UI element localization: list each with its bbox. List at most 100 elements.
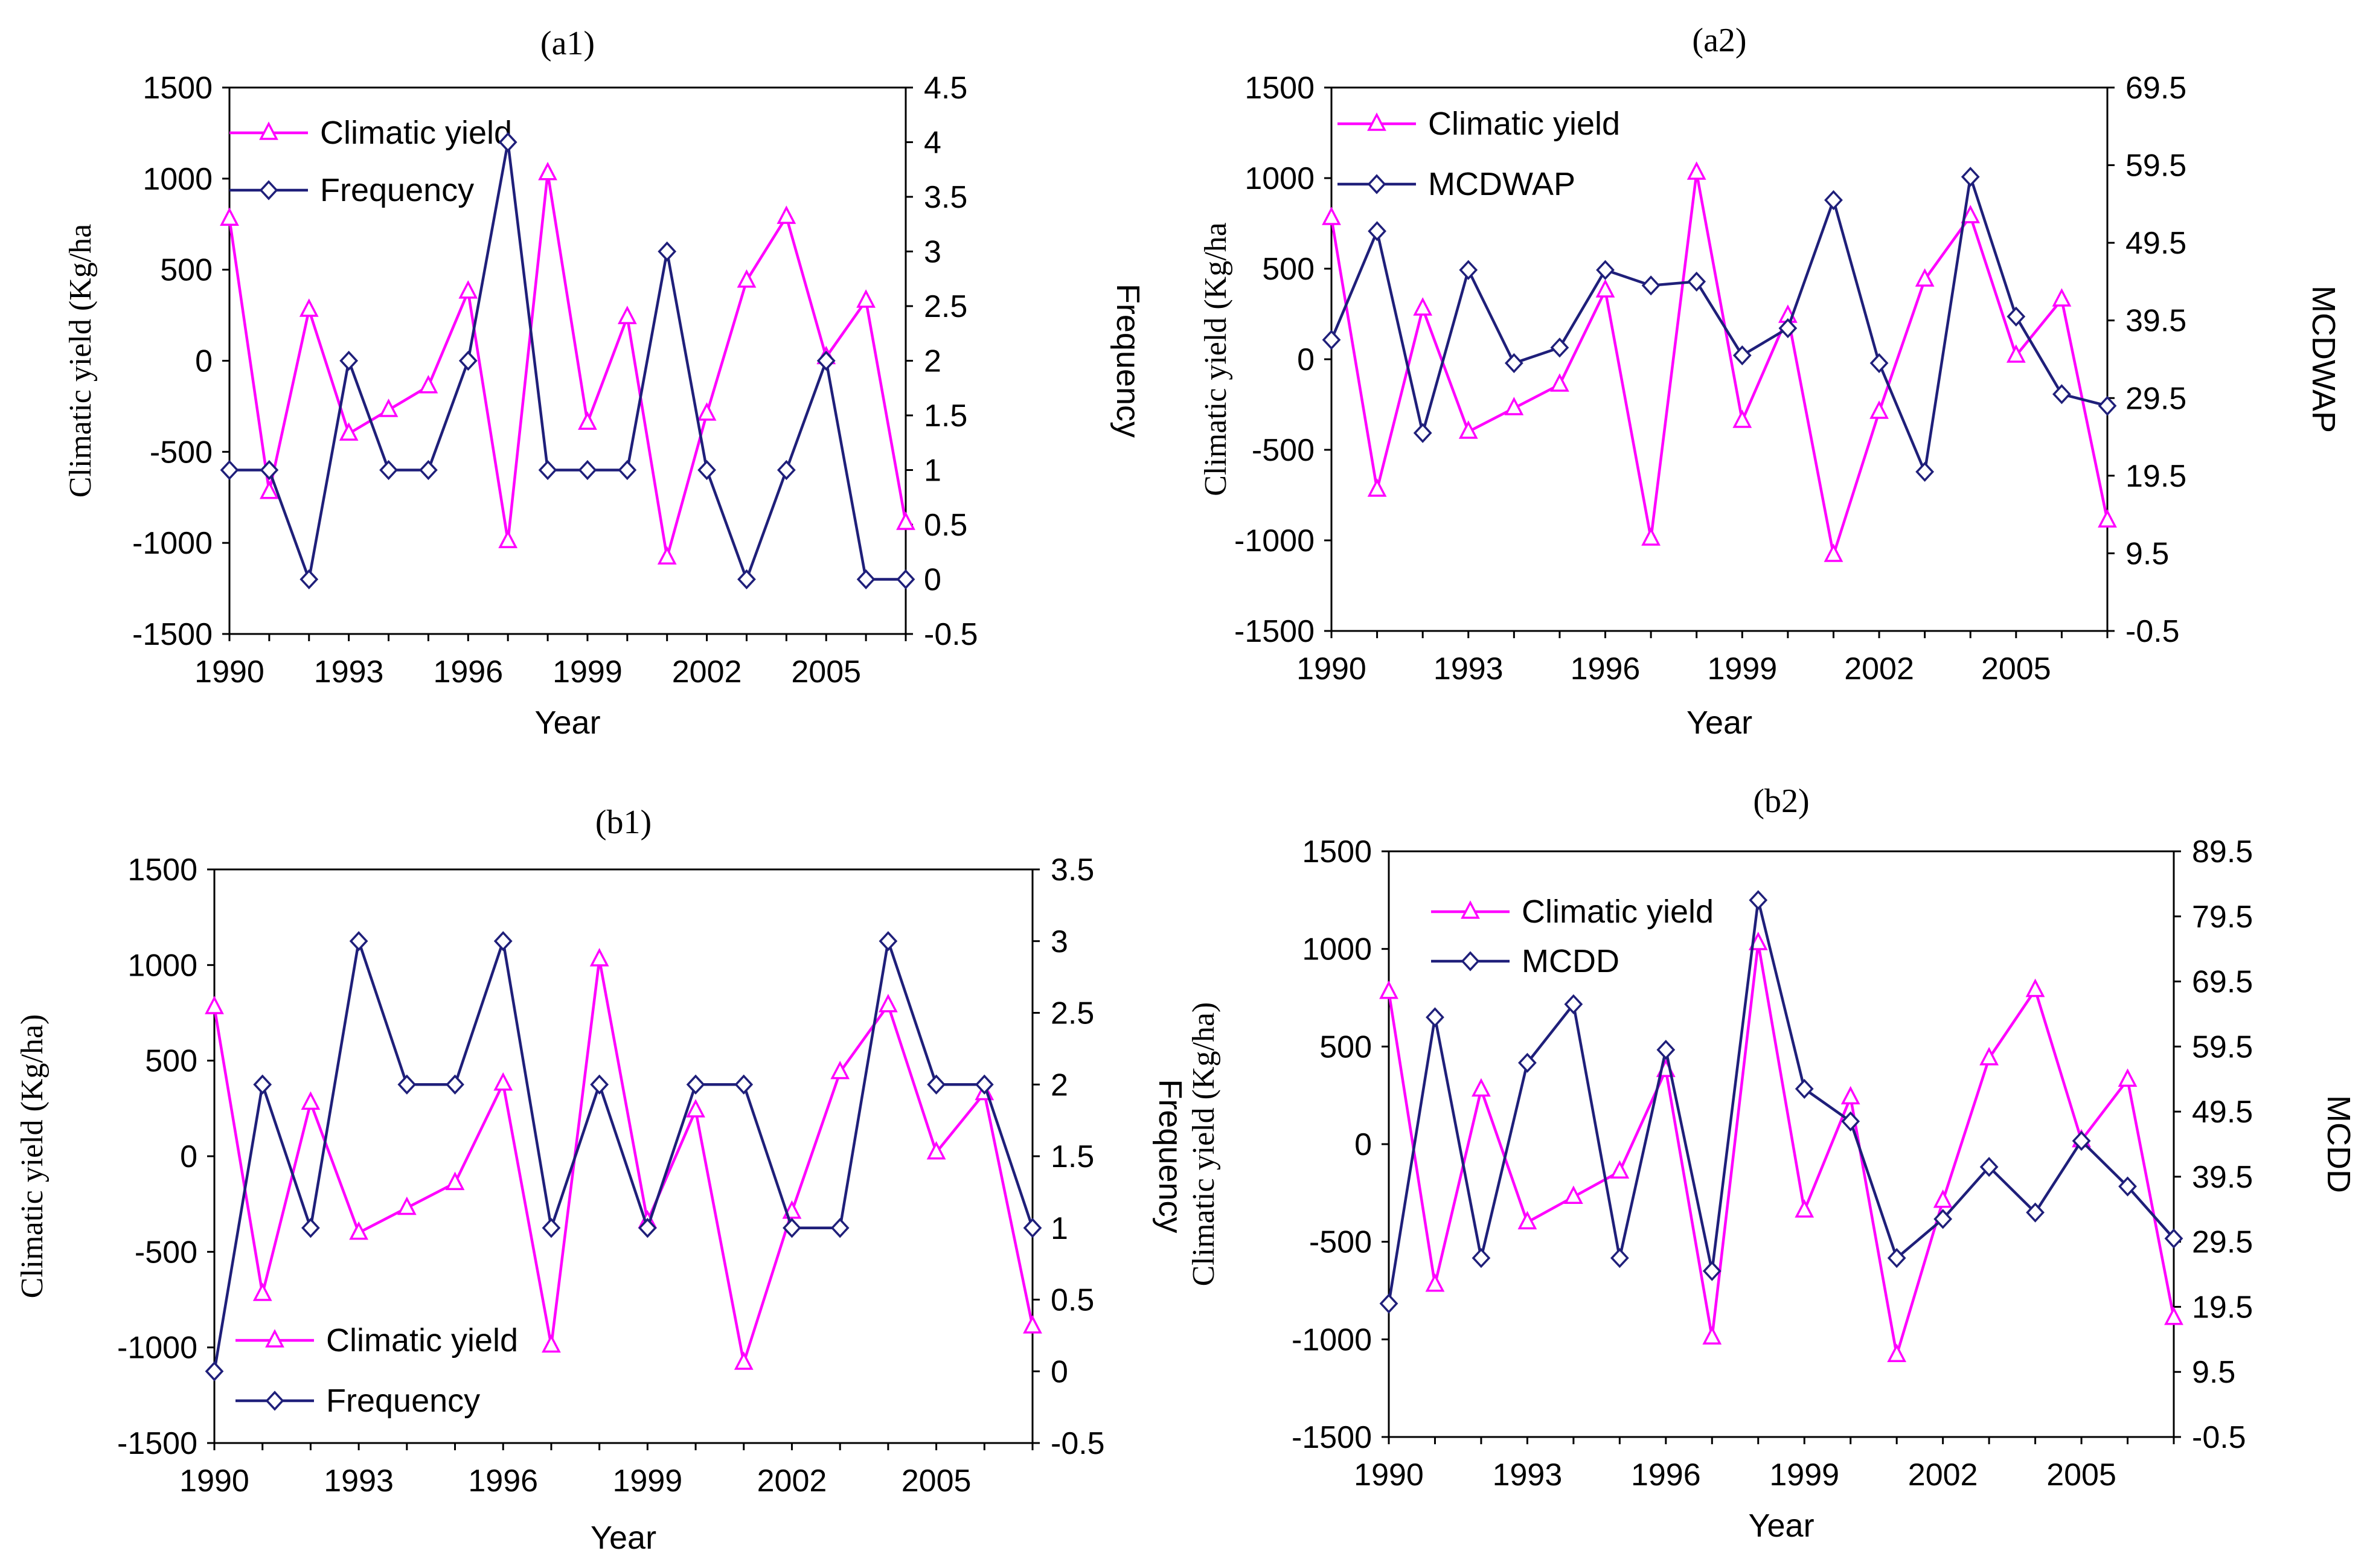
- data-point-diamond: [1749, 890, 1768, 910]
- x-tick-label: 1993: [314, 654, 384, 690]
- data-point-triangle: [418, 374, 438, 394]
- data-point-diamond: [1322, 330, 1341, 350]
- x-axis-title: Year: [1686, 705, 1752, 741]
- x-tick-label: 1999: [1707, 651, 1777, 686]
- data-point-diamond: [1413, 423, 1432, 443]
- y2-tick-label: 2: [1051, 1067, 1068, 1102]
- y2-tick-label: 39.5: [2125, 304, 2186, 339]
- data-point-triangle: [734, 1351, 754, 1370]
- data-point-triangle: [220, 207, 239, 226]
- data-point-diamond: [301, 1218, 320, 1238]
- data-point-diamond: [339, 350, 359, 371]
- data-point-triangle: [1023, 1315, 1042, 1334]
- legend-marker-diamond: [259, 180, 278, 200]
- data-point-diamond: [1023, 1218, 1042, 1238]
- series-line-frequency: [229, 142, 906, 585]
- data-point-triangle: [777, 205, 796, 224]
- y-tick-label: 1500: [127, 853, 197, 888]
- legend-label: Frequency: [326, 1383, 480, 1419]
- y2-tick-label: 3: [1051, 924, 1068, 959]
- data-point-diamond: [896, 569, 915, 590]
- data-point-diamond: [734, 1074, 754, 1095]
- data-point-diamond: [1869, 353, 1889, 374]
- data-point-diamond: [1504, 353, 1523, 374]
- y2-tick-label: 69.5: [2125, 71, 2186, 106]
- y2-tick-label: 3.5: [924, 180, 967, 215]
- series-line-mcdd: [1387, 900, 2175, 1304]
- data-point-triangle: [1322, 206, 1341, 225]
- data-point-diamond: [458, 350, 478, 371]
- data-point-diamond: [927, 1074, 946, 1095]
- y2-tick-label: -0.5: [1051, 1426, 1105, 1461]
- y2-tick-label: 2.5: [1051, 996, 1094, 1031]
- y-tick-label: -1500: [1234, 614, 1315, 649]
- legend-label: Frequency: [320, 172, 474, 208]
- data-point-diamond: [1933, 1209, 1953, 1229]
- data-point-diamond: [1687, 271, 1706, 292]
- data-point-triangle: [458, 280, 478, 299]
- data-point-diamond: [830, 1218, 850, 1238]
- y-tick-label: 0: [195, 344, 213, 379]
- data-point-diamond: [1368, 221, 1386, 242]
- chart-panel-b2: (b2) -1500 -1000 -500 0 500 1000 1500 -0.5 9.5 19.…: [1187, 782, 2357, 1544]
- data-point-diamond: [1915, 461, 1935, 482]
- data-point-diamond: [618, 459, 637, 481]
- y-tick-label: 0: [180, 1139, 197, 1174]
- y2-tick-label: 49.5: [2192, 1095, 2253, 1130]
- y-axis-title: Climatic yield (Kg/ha: [63, 224, 98, 498]
- y2-tick-label: 1.5: [1051, 1139, 1094, 1174]
- data-point-diamond: [697, 459, 716, 481]
- data-point-triangle: [1595, 279, 1615, 298]
- x-tick-label: 2005: [791, 654, 861, 690]
- x-tick-label: 1993: [1493, 1458, 1563, 1493]
- data-point-triangle: [2006, 344, 2026, 363]
- data-point-diamond: [1961, 167, 1980, 187]
- data-point-diamond: [816, 350, 836, 371]
- data-point-diamond: [1702, 1261, 1722, 1281]
- data-point-diamond: [493, 931, 513, 952]
- data-point-triangle: [1933, 1189, 1953, 1208]
- data-point-diamond: [1641, 275, 1661, 296]
- legend-label: MCDWAP: [1428, 166, 1575, 202]
- legend-marker-diamond: [1367, 174, 1386, 194]
- legend-marker-diamond: [265, 1390, 284, 1411]
- y2-axis-title: Frequency: [1110, 284, 1146, 438]
- y2-tick-label: 29.5: [2192, 1225, 2253, 1260]
- data-point-triangle: [493, 1072, 513, 1091]
- data-point-diamond: [205, 1361, 224, 1381]
- legend-marker-triangle: [1461, 900, 1480, 919]
- x-tick-label: 2002: [1844, 651, 1914, 686]
- data-point-triangle: [205, 996, 224, 1014]
- data-point-triangle: [2164, 1306, 2183, 1325]
- y2-tick-label: 59.5: [2125, 149, 2186, 184]
- data-point-diamond: [260, 459, 279, 481]
- data-point-diamond: [1979, 1157, 1999, 1177]
- data-point-diamond: [1778, 318, 1798, 339]
- data-point-triangle: [1472, 1078, 1491, 1097]
- data-point-diamond: [1824, 190, 1843, 211]
- data-point-triangle: [1961, 205, 1981, 223]
- data-point-diamond: [253, 1074, 272, 1095]
- data-point-diamond: [578, 459, 597, 481]
- x-tick-label: 1999: [613, 1464, 683, 1499]
- y-axis-title: Climatic yield (Kg/ha): [15, 1014, 50, 1299]
- y-tick-label: 1000: [143, 162, 213, 197]
- data-point-triangle: [1517, 1211, 1537, 1230]
- data-point-triangle: [1550, 373, 1569, 392]
- y2-tick-label: 69.5: [2192, 965, 2253, 1000]
- legend-label: Climatic yield: [1522, 894, 1714, 930]
- y-tick-label: 500: [1319, 1029, 1372, 1064]
- x-tick-label: 1990: [179, 1464, 249, 1499]
- data-point-triangle: [1425, 1273, 1445, 1292]
- data-point-triangle: [1413, 297, 1433, 316]
- legend-label: Climatic yield: [1428, 106, 1620, 142]
- data-point-triangle: [1795, 1199, 1814, 1218]
- data-point-diamond: [975, 1074, 994, 1095]
- x-tick-label: 2005: [1981, 651, 2051, 686]
- x-tick-label: 2002: [1908, 1458, 1978, 1493]
- y-tick-label: 1500: [1302, 834, 1372, 869]
- chart-title: (a2): [1692, 22, 1746, 59]
- chart-panel-a2: (a2) -1500 -1000 -500 0 500 1000 1500 -0.5 9.5 19.…: [1199, 22, 2342, 741]
- data-point-triangle: [686, 1099, 705, 1118]
- data-point-diamond: [638, 1218, 657, 1238]
